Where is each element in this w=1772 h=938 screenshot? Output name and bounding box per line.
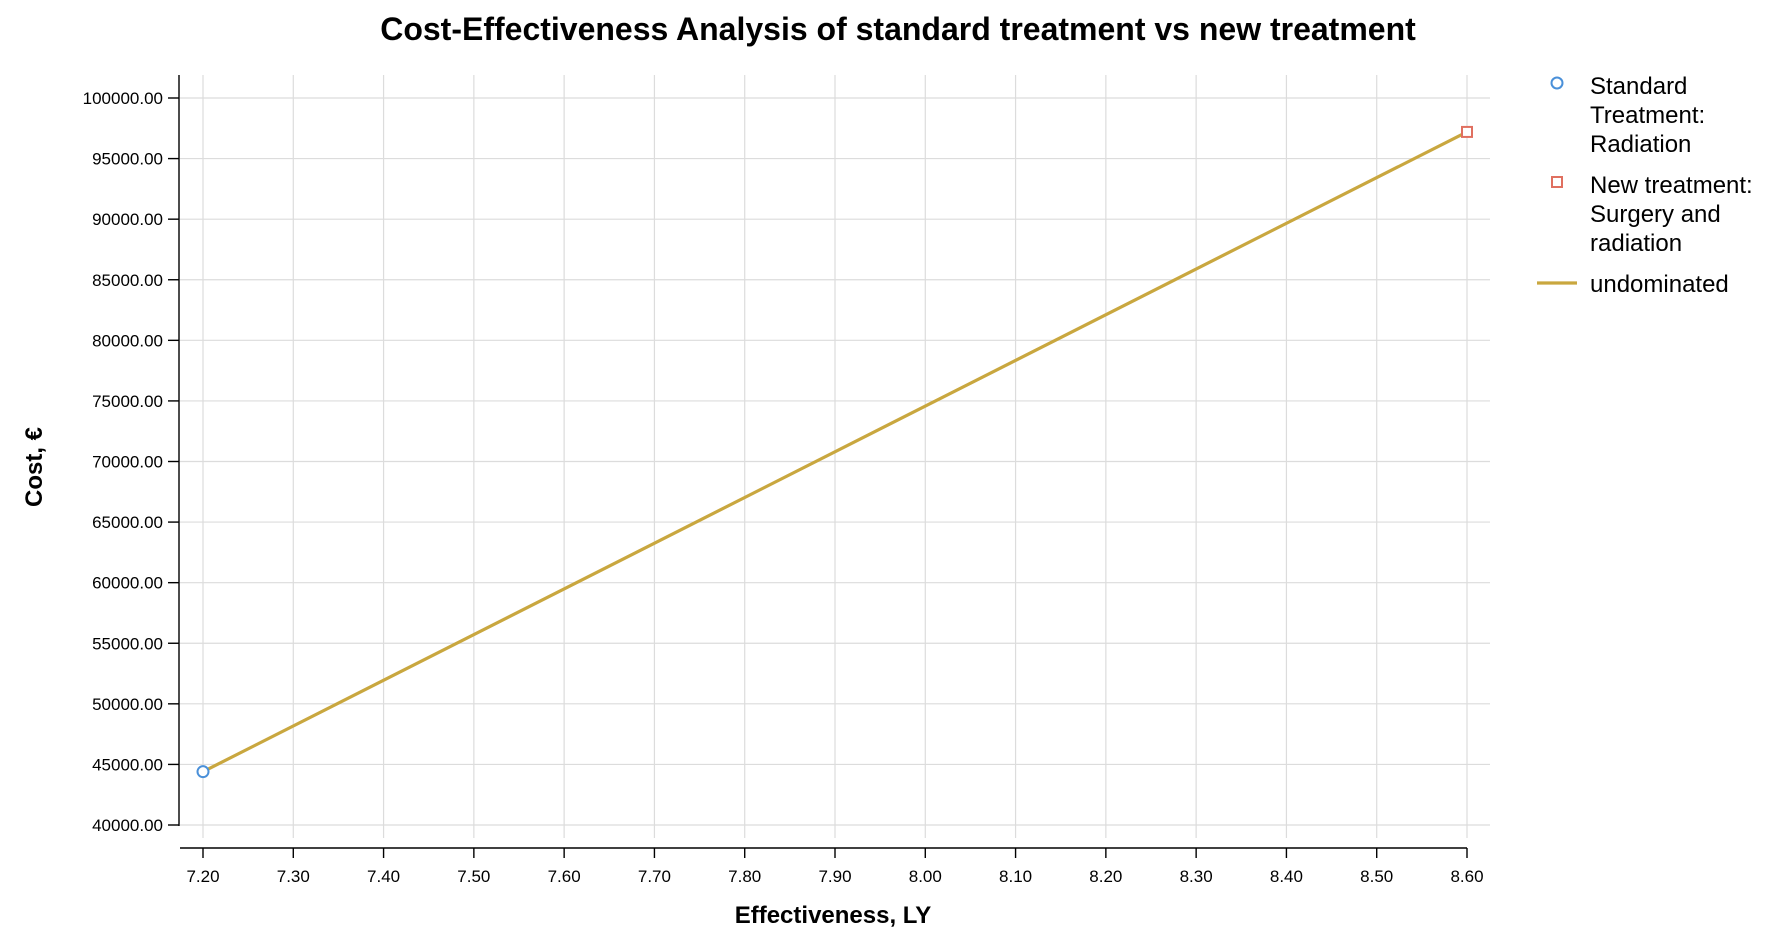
y-tick-label: 100000.00 bbox=[83, 89, 163, 108]
legend-label: New treatment: bbox=[1590, 172, 1753, 199]
x-tick-label: 8.40 bbox=[1270, 867, 1303, 886]
y-tick-label: 40000.00 bbox=[92, 816, 163, 835]
x-tick-label: 7.90 bbox=[818, 867, 851, 886]
x-tick-label: 8.00 bbox=[909, 867, 942, 886]
grid bbox=[180, 75, 1490, 838]
legend-label: Standard bbox=[1590, 73, 1687, 100]
axes: 7.20 7.30 7.40 7.50 7.60 7.70 7.80 7.90 8.00 8.10… bbox=[83, 75, 1484, 886]
legend-square-swatch bbox=[1551, 176, 1563, 188]
legend-label: Surgery and bbox=[1590, 201, 1721, 228]
x-tick-label: 7.60 bbox=[548, 867, 581, 886]
x-tick-label: 8.50 bbox=[1360, 867, 1393, 886]
legend-circle-swatch bbox=[1550, 76, 1564, 90]
y-tick-label: 55000.00 bbox=[92, 634, 163, 653]
x-tick-label: 7.50 bbox=[457, 867, 490, 886]
y-tick-label: 90000.00 bbox=[92, 210, 163, 229]
chart-title: Cost-Effectiveness Analysis of standard … bbox=[380, 11, 1416, 47]
y-tick-label: 95000.00 bbox=[92, 150, 163, 169]
x-tick-label: 7.80 bbox=[728, 867, 761, 886]
x-tick-label: 7.30 bbox=[277, 867, 310, 886]
x-tick-label: 8.30 bbox=[1180, 867, 1213, 886]
x-tick-label: 7.20 bbox=[186, 867, 219, 886]
legend-label: Radiation bbox=[1590, 131, 1691, 158]
legend-label: undominated bbox=[1590, 271, 1729, 298]
legend-label: radiation bbox=[1590, 230, 1682, 257]
plot-area bbox=[196, 125, 1473, 779]
x-tick-label: 8.20 bbox=[1089, 867, 1122, 886]
y-tick-label: 65000.00 bbox=[92, 513, 163, 532]
x-tick-label: 8.60 bbox=[1450, 867, 1483, 886]
legend-label: Treatment: bbox=[1590, 102, 1705, 129]
y-tick-label: 60000.00 bbox=[92, 574, 163, 593]
x-tick-label: 8.10 bbox=[999, 867, 1032, 886]
y-tick-label: 80000.00 bbox=[92, 331, 163, 350]
data-point-square bbox=[1461, 125, 1473, 138]
x-tick-label: 7.70 bbox=[638, 867, 671, 886]
y-tick-label: 75000.00 bbox=[92, 392, 163, 411]
x-tick-label: 7.40 bbox=[367, 867, 400, 886]
y-tick-label: 70000.00 bbox=[92, 453, 163, 472]
y-tick-label: 85000.00 bbox=[92, 271, 163, 290]
data-point-circle bbox=[196, 765, 210, 779]
x-axis-title: Effectiveness, LY bbox=[735, 902, 932, 929]
y-tick-label: 50000.00 bbox=[92, 695, 163, 714]
series-line-undominated bbox=[202, 130, 1468, 774]
y-axis-title: Cost, € bbox=[21, 427, 48, 507]
y-tick-label: 45000.00 bbox=[92, 755, 163, 774]
